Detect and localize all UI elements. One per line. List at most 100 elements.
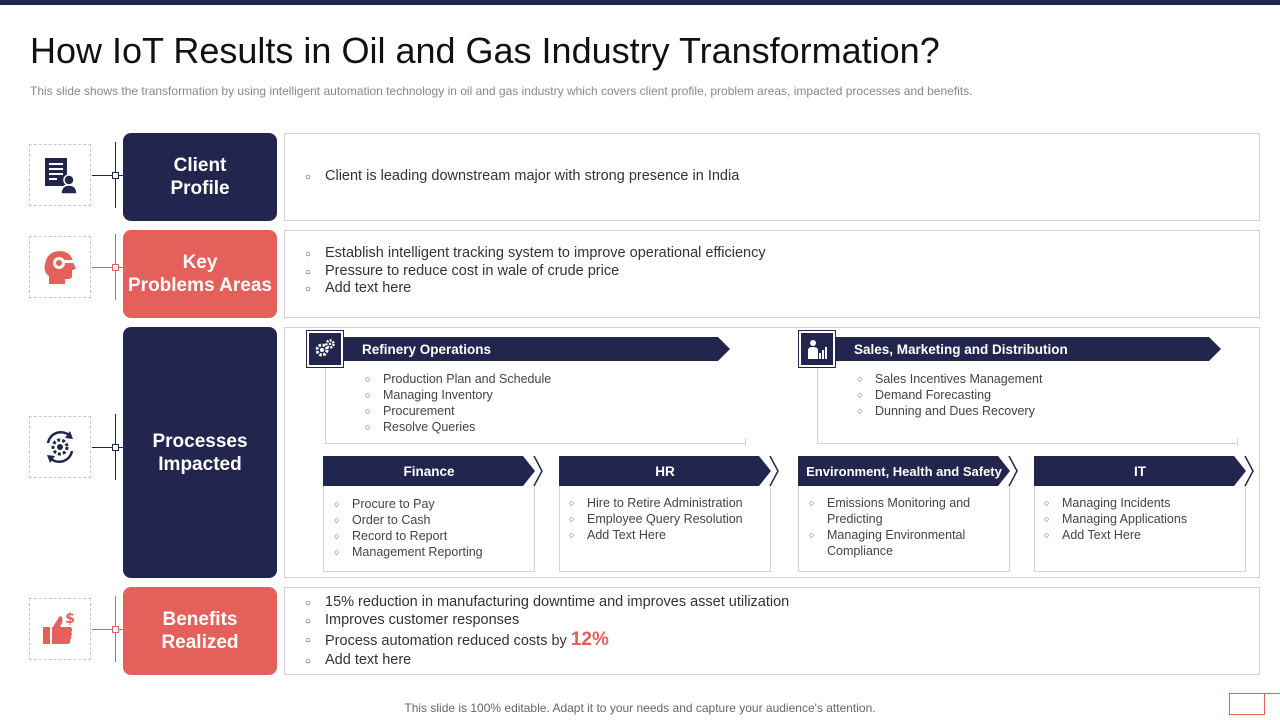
it-title: IT (1134, 463, 1146, 479)
problems-connector-node (112, 264, 119, 271)
list-item: Demand Forecasting (857, 387, 1042, 403)
benefits-connector (92, 629, 123, 630)
processes-impacted-label: Processes Impacted (123, 327, 277, 578)
client-profile-label: Client Profile (123, 133, 277, 221)
slide-subtitle: This slide shows the transformation by u… (30, 84, 973, 98)
benefits-bullets: 15% reduction in manufacturing downtime … (305, 594, 789, 670)
ehs-title: Environment, Health and Safety (806, 463, 1002, 479)
sales-title: Sales, Marketing and Distribution (854, 341, 1068, 357)
list-item: Management Reporting (334, 544, 529, 560)
list-item: Add Text Here (569, 527, 764, 543)
slide-title: How IoT Results in Oil and Gas Industry … (30, 30, 940, 71)
benefits-panel: 15% reduction in manufacturing downtime … (284, 587, 1260, 675)
head-gear-icon (44, 251, 76, 284)
processes-label-line2: Impacted (158, 453, 242, 475)
thumbs-up-dollar-icon: $ (43, 611, 75, 644)
refinery-title: Refinery Operations (362, 341, 492, 357)
refinery-icon-box (306, 330, 344, 368)
list-item: Managing Environmental Compliance (809, 527, 989, 559)
refinery-box-edge (745, 438, 746, 446)
list-item: Production Plan and Schedule (365, 371, 551, 387)
refinery-list: Production Plan and Schedule Managing In… (365, 371, 551, 435)
finance-title: Finance (403, 463, 455, 479)
cycle-gear-icon (46, 430, 74, 464)
list-item: Client is leading downstream major with … (305, 168, 739, 186)
it-header: IT (1034, 456, 1246, 486)
problems-icon-box (29, 236, 91, 298)
finance-chevron-icon (533, 456, 543, 486)
list-item: Add Text Here (1044, 527, 1239, 543)
gears-icon (315, 339, 335, 357)
benefits-realized-label: Benefits Realized (123, 587, 277, 675)
refinery-box (325, 360, 745, 444)
client-connector (92, 175, 123, 176)
client-label-line2: Profile (170, 178, 230, 199)
benefits-connector-node (112, 626, 119, 633)
ehs-box (798, 484, 1010, 572)
problems-label-line2: Problems Areas (128, 275, 272, 296)
sales-header: Sales, Marketing and Distribution (818, 337, 1221, 361)
list-item: Sales Incentives Management (857, 371, 1042, 387)
hr-header: HR (559, 456, 771, 486)
key-problems-panel: Establish intelligent tracking system to… (284, 230, 1260, 318)
list-item: Hire to Retire Administration (569, 495, 764, 511)
list-item: Managing Applications (1044, 511, 1239, 527)
corner-decoration (1229, 693, 1265, 715)
list-item: Pressure to reduce cost in wale of crude… (305, 263, 766, 281)
hr-box (559, 484, 771, 572)
list-item: Add text here (305, 280, 766, 298)
sales-list: Sales Incentives Management Demand Forec… (857, 371, 1042, 419)
list-item: Managing Inventory (365, 387, 551, 403)
list-item: Resolve Queries (365, 419, 551, 435)
hr-chevron-icon (769, 456, 779, 486)
sales-box-edge (1237, 438, 1238, 446)
benefits-icon-box: $ (29, 598, 91, 660)
benefit-cost-value: 12% (570, 629, 609, 650)
refinery-header: Refinery Operations (326, 337, 730, 361)
finance-header: Finance (323, 456, 535, 486)
problems-bullets: Establish intelligent tracking system to… (305, 245, 766, 298)
processes-connector (92, 447, 123, 448)
list-item: Record to Report (334, 528, 529, 544)
hr-list: Hire to Retire Administration Employee Q… (569, 495, 764, 543)
list-item: Procure to Pay (334, 496, 529, 512)
it-list: Managing Incidents Managing Applications… (1044, 495, 1239, 543)
ehs-chevron-icon (1008, 456, 1018, 486)
processes-icon-box (29, 416, 91, 478)
list-item: 15% reduction in manufacturing downtime … (305, 594, 789, 612)
list-item: Managing Incidents (1044, 495, 1239, 511)
benefits-label-line2: Realized (161, 632, 239, 653)
benefits-label-line1: Benefits (162, 609, 238, 630)
sales-box (817, 360, 1237, 444)
svg-text:$: $ (65, 611, 75, 627)
document-person-icon (45, 158, 77, 194)
problems-connector (92, 267, 123, 268)
sales-icon-box (798, 330, 836, 368)
benefit-cost-text: Process automation reduced costs by (325, 633, 571, 649)
list-item: Establish intelligent tracking system to… (305, 245, 766, 263)
client-label-line1: Client (173, 155, 227, 176)
list-item: Order to Cash (334, 512, 529, 528)
client-profile-panel: Client is leading downstream major with … (284, 133, 1260, 221)
finance-list: Procure to Pay Order to Cash Record to R… (334, 496, 529, 560)
client-connector-node (112, 172, 119, 179)
processes-label-line1: Processes (152, 430, 248, 452)
sales-chart-icon (808, 340, 827, 359)
problems-label-line1: Key (182, 252, 218, 273)
list-item: Process automation reduced costs by 12% (305, 629, 789, 652)
key-problems-label: Key Problems Areas (123, 230, 277, 318)
finance-box (323, 484, 535, 572)
ehs-header: Environment, Health and Safety (798, 456, 1010, 486)
list-item: Add text here (305, 652, 789, 670)
list-item: Procurement (365, 403, 551, 419)
list-item: Dunning and Dues Recovery (857, 403, 1042, 419)
it-box (1034, 484, 1246, 572)
client-bullets: Client is leading downstream major with … (305, 168, 739, 186)
list-item: Improves customer responses (305, 612, 789, 630)
it-chevron-icon (1244, 456, 1254, 486)
list-item: Employee Query Resolution (569, 511, 764, 527)
client-profile-icon-box (29, 144, 91, 206)
processes-connector-node (112, 444, 119, 451)
top-accent-bar (0, 0, 1280, 5)
ehs-list: Emissions Monitoring and Predicting Mana… (809, 495, 989, 559)
